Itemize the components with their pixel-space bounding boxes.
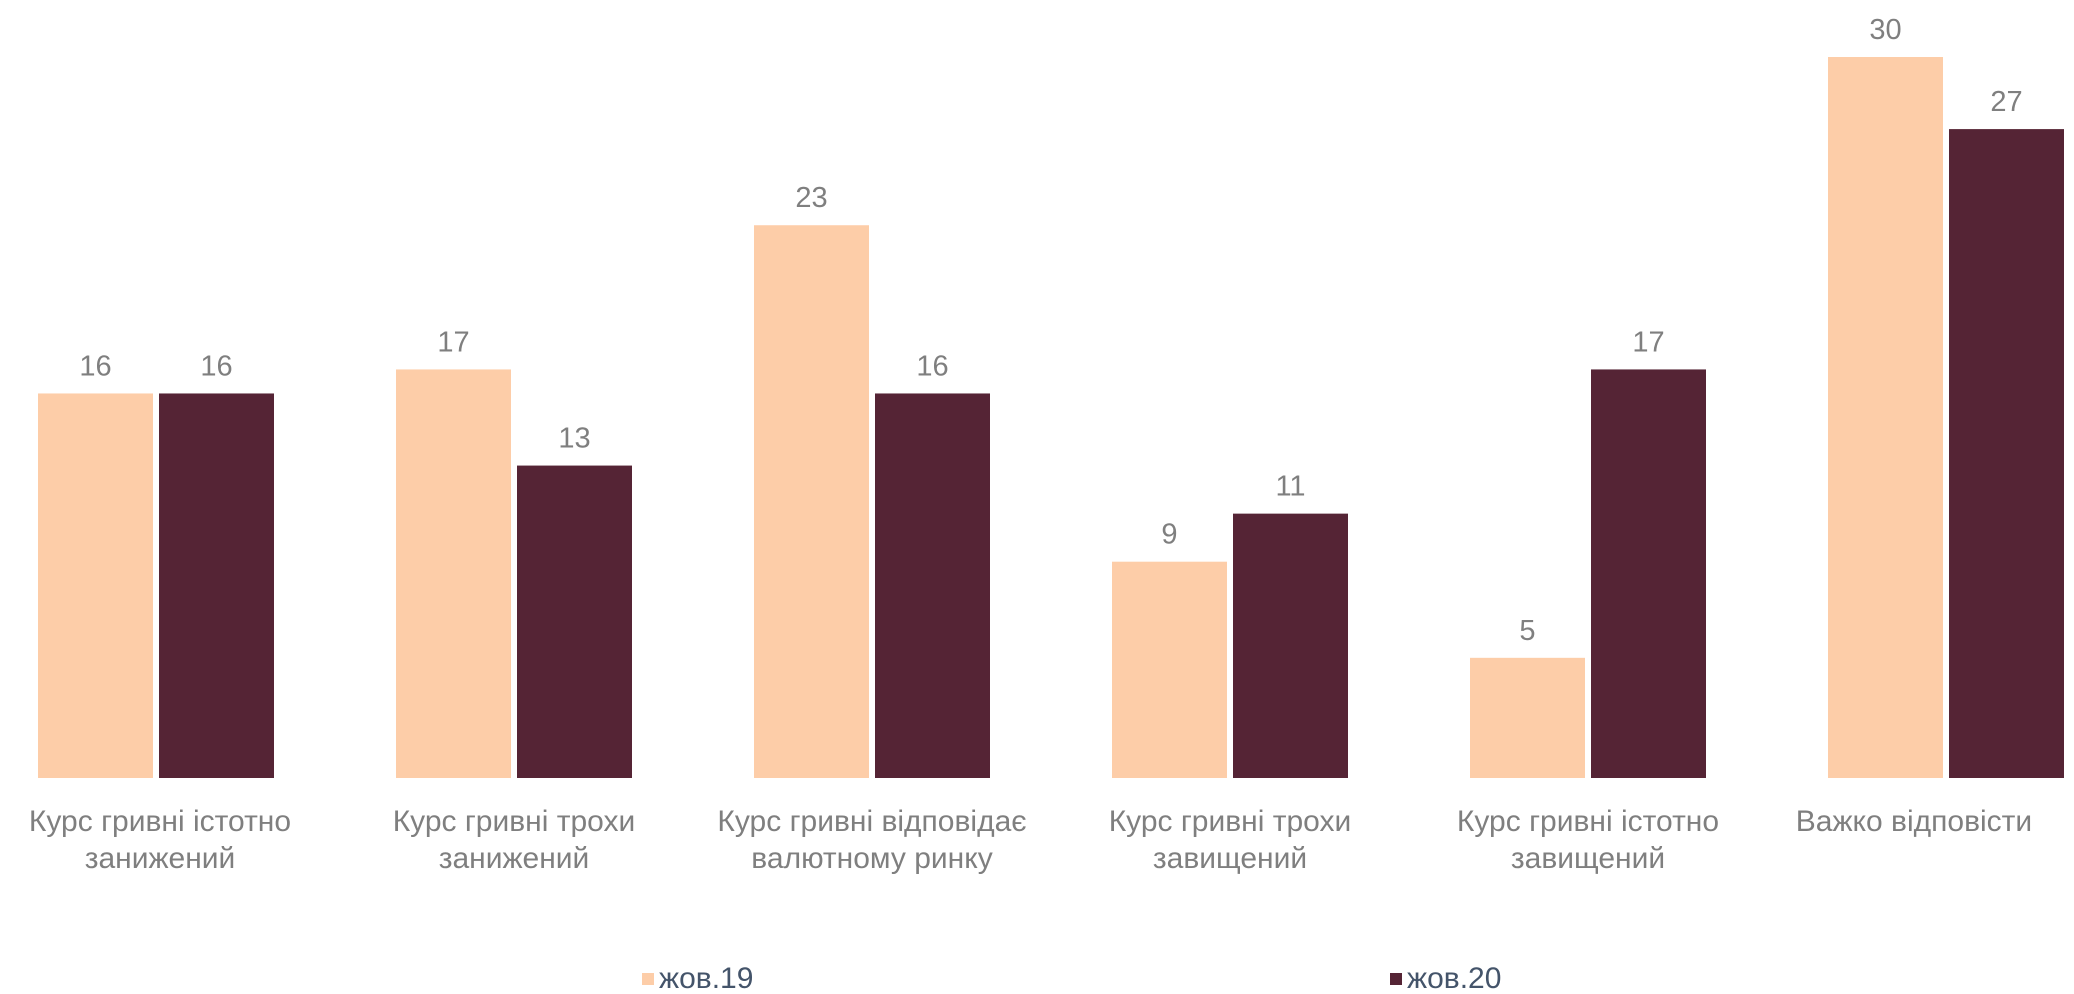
legend-label-series-0: жов.19 [659, 962, 753, 994]
legend-label-series-1: жов.20 [1407, 962, 1501, 994]
bar-series-0-category-3 [1112, 561, 1227, 778]
data-label-series-1-category-0: 16 [200, 350, 232, 382]
category-label-2-line-1: валютному ринку [751, 842, 992, 875]
legend-swatch-series-0 [642, 973, 654, 985]
category-label-3-line-0: Курс гривні трохи [1109, 805, 1352, 838]
data-label-series-1-category-2: 16 [916, 350, 948, 382]
category-label-0-line-1: занижений [85, 842, 236, 875]
value-labels-group: 16 16 17 13 23 16 9 11 5 17 30 27 [79, 14, 2022, 647]
bar-series-1-category-2 [875, 393, 990, 778]
legend-swatch-series-1 [1390, 973, 1402, 985]
bar-series-1-category-0 [159, 393, 274, 778]
bar-series-0-category-0 [38, 393, 153, 778]
category-labels-group: Курс гривні істотно занижений Курс гривні … [29, 805, 2032, 875]
bar-series-1-category-3 [1233, 513, 1348, 778]
data-label-series-0-category-1: 17 [437, 326, 469, 358]
category-label-3-line-1: завищений [1153, 842, 1307, 875]
category-label-1-line-0: Курс гривні трохи [393, 805, 636, 838]
data-label-series-1-category-1: 13 [558, 423, 590, 455]
bar-series-1-category-5 [1949, 129, 2064, 779]
category-label-5-line-0: Важко відповісти [1796, 805, 2032, 838]
category-label-4-line-1: завищений [1511, 842, 1665, 875]
bars-group [38, 57, 2064, 779]
legend: жов.19 жов.20 [642, 962, 1501, 994]
data-label-series-1-category-4: 17 [1632, 326, 1664, 358]
data-label-series-1-category-5: 27 [1990, 86, 2022, 118]
data-label-series-0-category-3: 9 [1161, 519, 1177, 551]
bar-series-1-category-4 [1591, 369, 1706, 778]
data-label-series-0-category-0: 16 [79, 350, 111, 382]
data-label-series-1-category-3: 11 [1275, 471, 1305, 503]
category-label-0-line-0: Курс гривні істотно [29, 805, 291, 838]
data-label-series-0-category-2: 23 [795, 182, 827, 214]
data-label-series-0-category-5: 30 [1869, 14, 1901, 46]
category-label-4-line-0: Курс гривні істотно [1457, 805, 1719, 838]
bar-series-0-category-4 [1470, 657, 1585, 778]
category-label-1-line-1: занижений [439, 842, 590, 875]
bar-series-0-category-5 [1828, 57, 1943, 778]
bar-series-1-category-1 [517, 465, 632, 778]
bar-series-0-category-1 [396, 369, 511, 778]
category-label-2-line-0: Курс гривні відповідає [717, 805, 1026, 838]
data-label-series-0-category-4: 5 [1519, 615, 1535, 647]
bar-series-0-category-2 [754, 225, 869, 778]
